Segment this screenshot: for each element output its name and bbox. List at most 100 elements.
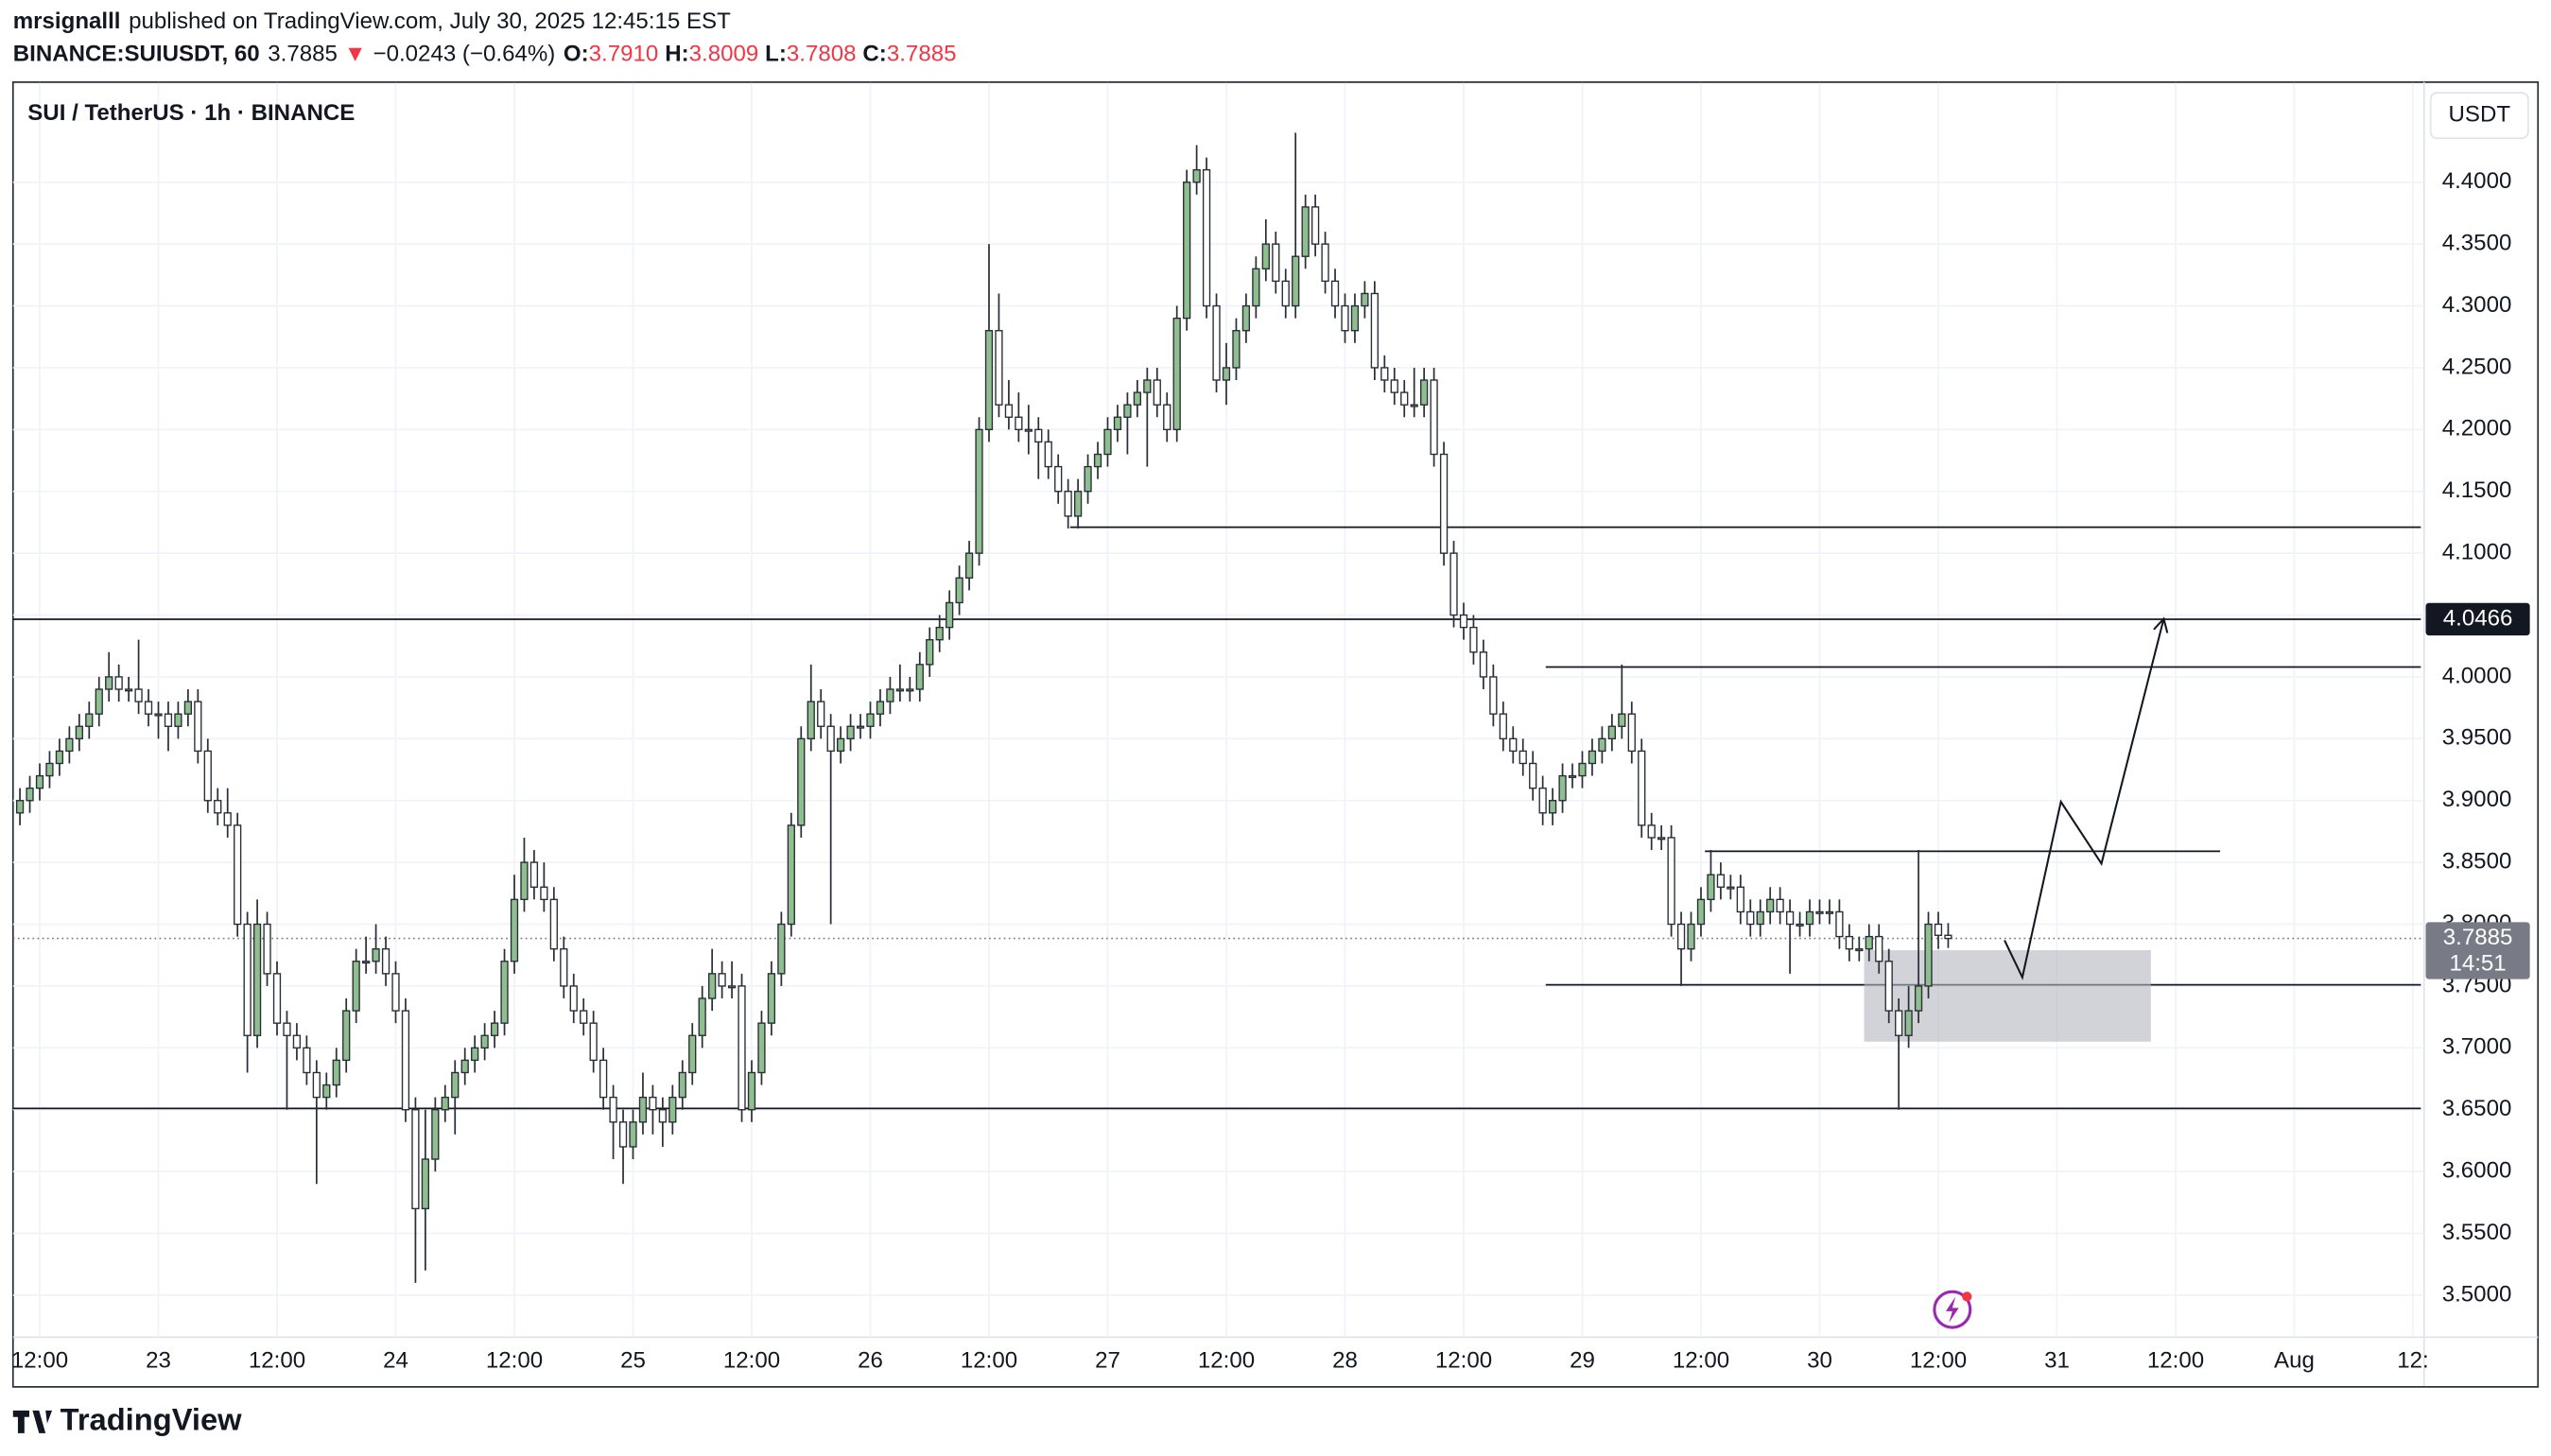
candle-body <box>1183 182 1191 320</box>
y-tick-label: 4.2000 <box>2442 416 2512 442</box>
candle-body <box>955 577 963 604</box>
y-tick-label: 4.0000 <box>2442 663 2512 688</box>
candle-body <box>995 330 1003 406</box>
candle-body <box>1420 379 1429 406</box>
arrow-head <box>2153 616 2169 633</box>
y-tick-label: 4.2500 <box>2442 354 2512 379</box>
candle-body <box>26 787 34 802</box>
y-tick-label: 3.8500 <box>2442 848 2512 874</box>
candle-body <box>817 701 825 727</box>
candle-body <box>549 898 558 950</box>
candle-body <box>381 947 390 975</box>
candle-body <box>1252 268 1260 307</box>
x-tick-label: 23 <box>146 1348 171 1374</box>
y-tick-label: 4.1500 <box>2442 477 2512 503</box>
candle-body <box>757 1022 766 1074</box>
x-tick-label: 24 <box>383 1348 408 1374</box>
y-tick-label: 3.5000 <box>2442 1281 2512 1307</box>
candle-body <box>500 961 509 1024</box>
candle-body <box>1163 404 1171 431</box>
candle-body <box>194 701 202 753</box>
h: 3.8009 <box>689 42 759 67</box>
lightning-icon[interactable] <box>1933 1290 1972 1329</box>
candle-body <box>134 688 143 702</box>
candle-body <box>1687 923 1695 950</box>
candle-body <box>105 676 113 690</box>
candle-body <box>1529 762 1537 789</box>
x-tick-label: 12:00 <box>961 1348 1017 1374</box>
candle-body <box>580 1010 588 1024</box>
candle-body <box>480 1034 489 1049</box>
candle-body <box>609 1096 617 1123</box>
candle-body <box>1914 985 1923 1012</box>
x-tick-label: 12:00 <box>1673 1348 1729 1374</box>
candle-body <box>1103 428 1112 456</box>
x-tick-label: 31 <box>2044 1348 2070 1374</box>
candle-body <box>303 1047 311 1074</box>
c-label: C: <box>862 42 886 67</box>
candle-body <box>1607 725 1616 740</box>
y-tick-label: 3.6000 <box>2442 1157 2512 1183</box>
x-tick-label: 29 <box>1570 1348 1595 1374</box>
currency-button[interactable] <box>2429 92 2529 140</box>
x-tick-label: 12:00 <box>486 1348 543 1374</box>
l: 3.7808 <box>787 42 857 67</box>
candle-body <box>649 1096 657 1111</box>
last-price-label: 3.7885 <box>2443 925 2513 950</box>
candle-body <box>629 1121 637 1148</box>
author: mrsignalll <box>13 9 121 34</box>
candle-body <box>55 750 64 765</box>
candle-body <box>1895 1010 1903 1036</box>
candle-body <box>272 973 282 1024</box>
candle-body <box>915 664 924 690</box>
candle-body <box>1676 923 1686 950</box>
candle-body <box>361 961 371 964</box>
candle-body <box>1370 292 1379 369</box>
candle-body <box>510 898 519 962</box>
x-tick-label: 12:00 <box>249 1348 305 1374</box>
candle-body <box>203 750 212 802</box>
x-tick-label: Aug <box>2274 1348 2315 1374</box>
candle-body <box>787 824 795 926</box>
candle-body <box>332 1059 340 1086</box>
candle-body <box>1865 935 1873 950</box>
candle-body <box>678 1071 686 1099</box>
candle-body <box>767 973 776 1024</box>
candle-body <box>1212 304 1221 381</box>
candle-body <box>569 985 578 1012</box>
candle-body <box>124 688 133 692</box>
candle-body <box>1064 491 1072 517</box>
candle-body <box>1153 379 1161 406</box>
candle-body <box>1845 935 1853 950</box>
countdown: 14:51 <box>2449 950 2506 976</box>
candle-body <box>401 1010 410 1111</box>
candle-body <box>747 1071 756 1111</box>
candle-body <box>1004 404 1014 418</box>
header-line-2: BINANCE:SUIUSDT, 60 3.7885 ▼ −0.0243 (−0.64… <box>13 42 957 67</box>
candle-body <box>1588 750 1597 765</box>
last: 3.7885 <box>268 42 338 67</box>
candle-body <box>1449 552 1458 616</box>
published: published on TradingView.com, July 30, 2… <box>129 9 731 34</box>
candle-body <box>984 330 994 431</box>
currency[interactable]: USDT <box>2449 102 2511 128</box>
candle-body <box>1439 453 1449 554</box>
candle-body <box>263 923 271 975</box>
candle-body <box>906 688 914 692</box>
candle-body <box>1292 255 1300 307</box>
candle-body <box>95 688 103 715</box>
candle-body <box>164 713 173 727</box>
candle-body <box>1281 280 1290 307</box>
candle-body <box>1707 874 1715 901</box>
candle-body <box>1627 713 1636 753</box>
candle-body <box>1410 404 1418 407</box>
brand: TradingView <box>61 1402 243 1437</box>
projection-path <box>2004 618 2165 980</box>
x-tick-label: 12:00 <box>1198 1348 1255 1374</box>
candle-body <box>807 701 815 740</box>
candle-body <box>1518 750 1527 765</box>
candle-body <box>1232 330 1241 369</box>
candle-body <box>441 1096 449 1111</box>
candle-body <box>638 1096 648 1123</box>
